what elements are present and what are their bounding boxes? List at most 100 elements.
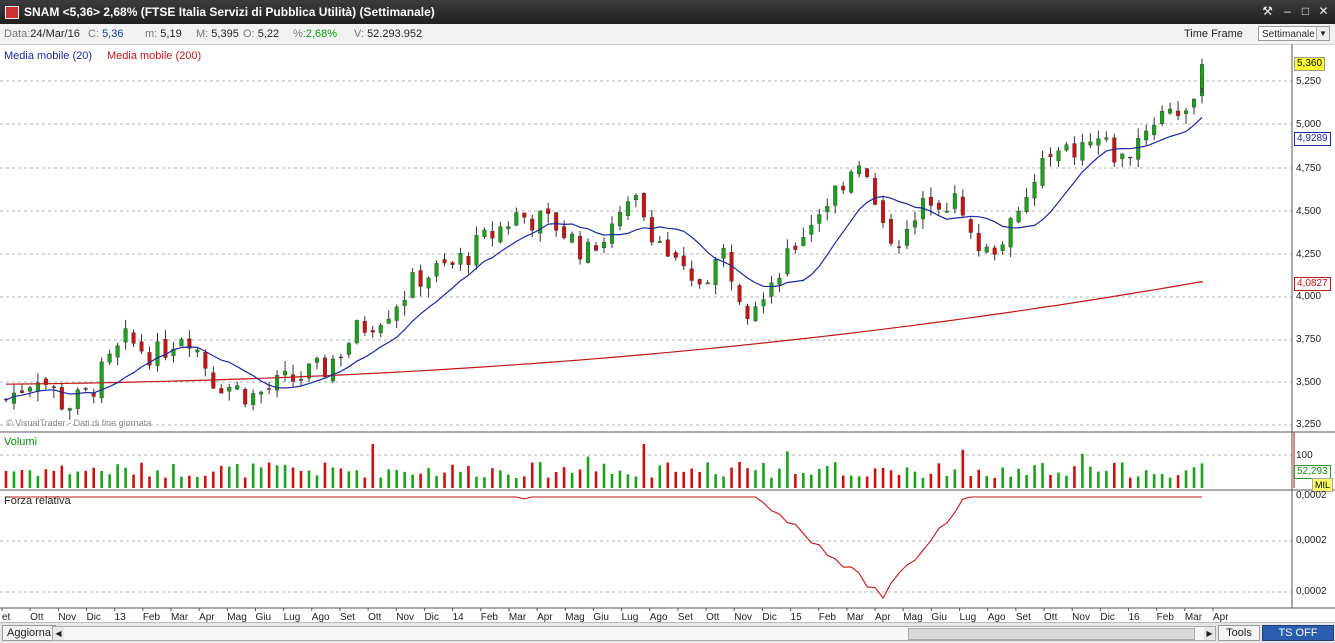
candle-body	[705, 282, 710, 285]
candle-body	[522, 212, 527, 218]
volume-bar	[1057, 472, 1060, 488]
candle-body	[928, 197, 933, 206]
x-axis-label: Feb	[481, 612, 499, 622]
volume-bar	[929, 473, 933, 488]
candle-body	[841, 185, 846, 191]
x-axis-label: Mag	[227, 612, 246, 622]
candle-body	[67, 408, 72, 411]
volume-bar	[578, 469, 582, 488]
x-axis-label: Lug	[960, 612, 977, 622]
volume-bar	[323, 462, 327, 488]
tools-button[interactable]: Tools	[1218, 625, 1260, 641]
close-icon[interactable]: ✕	[1318, 4, 1329, 18]
chevron-down-icon[interactable]: ▼	[1316, 27, 1329, 40]
candle-body	[1024, 197, 1029, 212]
scrollbar-thumb[interactable]	[908, 628, 1195, 640]
x-axis-label: Feb	[143, 612, 161, 622]
candle-body	[163, 339, 168, 358]
x-axis-label: Set	[678, 612, 693, 622]
volume-bar	[610, 473, 614, 488]
price-tick: 4,750	[1296, 163, 1322, 174]
volume-bar	[786, 451, 789, 488]
x-axis-label: Giu	[931, 612, 947, 622]
x-axis: et Ott Nov Dic 13 Feb Mar Apr Mag Giu Lug Ago Set Ott…	[1, 608, 1229, 622]
volume-tick: 100	[1296, 450, 1313, 461]
timeframe-label: Time Frame	[1184, 28, 1243, 40]
volume-bar	[180, 476, 183, 488]
candle-body	[1072, 143, 1077, 158]
timeframe-select[interactable]: Settimanale ▼	[1258, 26, 1330, 41]
volume-bar	[905, 467, 909, 488]
volume-bar	[1136, 476, 1140, 488]
ts-toggle-button[interactable]: TS OFF	[1262, 625, 1334, 641]
minimize-icon[interactable]: ‒	[1284, 4, 1291, 18]
volume-bar	[1017, 468, 1020, 488]
tools-icon[interactable]: ⚒	[1262, 4, 1273, 18]
volume-bar	[411, 474, 414, 488]
candle-body	[1056, 150, 1061, 162]
candle-body	[530, 218, 535, 231]
volume-bar	[1128, 477, 1132, 488]
volume-bar	[1081, 453, 1084, 488]
volume-bar	[522, 476, 526, 488]
volume-bar	[4, 470, 8, 488]
volume-bar	[762, 462, 765, 488]
candle-body	[51, 386, 56, 389]
candle-body	[769, 282, 774, 297]
volume-bar	[802, 472, 805, 488]
x-axis-label: Nov	[396, 612, 414, 622]
volume-bar	[554, 472, 558, 488]
scroll-left-icon[interactable]: ◀	[53, 627, 64, 640]
volume-bar	[108, 474, 111, 488]
candle-body	[825, 206, 830, 213]
x-axis-label: Ott	[368, 612, 382, 622]
candle-body	[187, 338, 192, 349]
refresh-button[interactable]: Aggiorna	[2, 625, 57, 641]
candle-body	[203, 352, 208, 369]
volume-bar	[435, 475, 438, 488]
volume-bar	[28, 470, 32, 488]
price-tick: 5,000	[1296, 119, 1322, 130]
price-chart[interactable]: et Ott Nov Dic 13 Feb Mar Apr Mag Giu Lug Ago Set Ott…	[0, 44, 1335, 622]
volume-bar	[586, 456, 590, 488]
candle-body	[11, 392, 16, 404]
volume-bar	[770, 477, 773, 488]
candle-body	[410, 272, 415, 298]
x-axis-label: Apr	[875, 612, 891, 622]
candle-body	[761, 299, 766, 307]
horizontal-scrollbar[interactable]: ◀ ▶	[52, 626, 1216, 641]
candle-body	[283, 370, 288, 376]
x-axis-label: Feb	[1157, 612, 1175, 622]
volume-bar	[403, 471, 406, 488]
scroll-right-icon[interactable]: ▶	[1204, 627, 1215, 640]
volume-label: V:	[354, 28, 364, 40]
candle-body	[322, 357, 327, 378]
volume-bar	[642, 444, 646, 488]
volume-bar	[1049, 475, 1052, 488]
quote-info-bar: Data:24/Mar/16 C: 5,36 m: 5,19 M: 5,395 …	[0, 24, 1335, 45]
volume-bar	[1160, 474, 1164, 488]
volume-bar	[937, 463, 941, 488]
candle-body	[195, 349, 200, 353]
volume-bar	[650, 477, 654, 488]
title-bar: SNAM <5,36> 2,68% (FTSE Italia Servizi d…	[0, 0, 1335, 24]
candle-body	[506, 226, 511, 230]
volume-bar	[530, 462, 534, 488]
candle-body	[857, 165, 862, 175]
volume-bar	[331, 467, 335, 488]
x-axis-label: 15	[791, 612, 803, 622]
x-axis-label: 16	[1129, 612, 1141, 622]
volume-bar	[698, 471, 701, 488]
maximize-icon[interactable]: □	[1301, 4, 1310, 18]
candle-body	[155, 341, 160, 366]
rs-tick: 0,0002	[1296, 586, 1327, 597]
volume-bar	[491, 468, 494, 488]
volume-bar	[76, 471, 80, 488]
volume-bar	[897, 474, 901, 488]
candle-body	[115, 345, 120, 358]
volume-bar	[1152, 474, 1156, 488]
candle-body	[657, 241, 662, 243]
candle-body	[306, 363, 311, 379]
volume-bar	[1009, 476, 1012, 488]
volume-bar	[873, 468, 877, 488]
